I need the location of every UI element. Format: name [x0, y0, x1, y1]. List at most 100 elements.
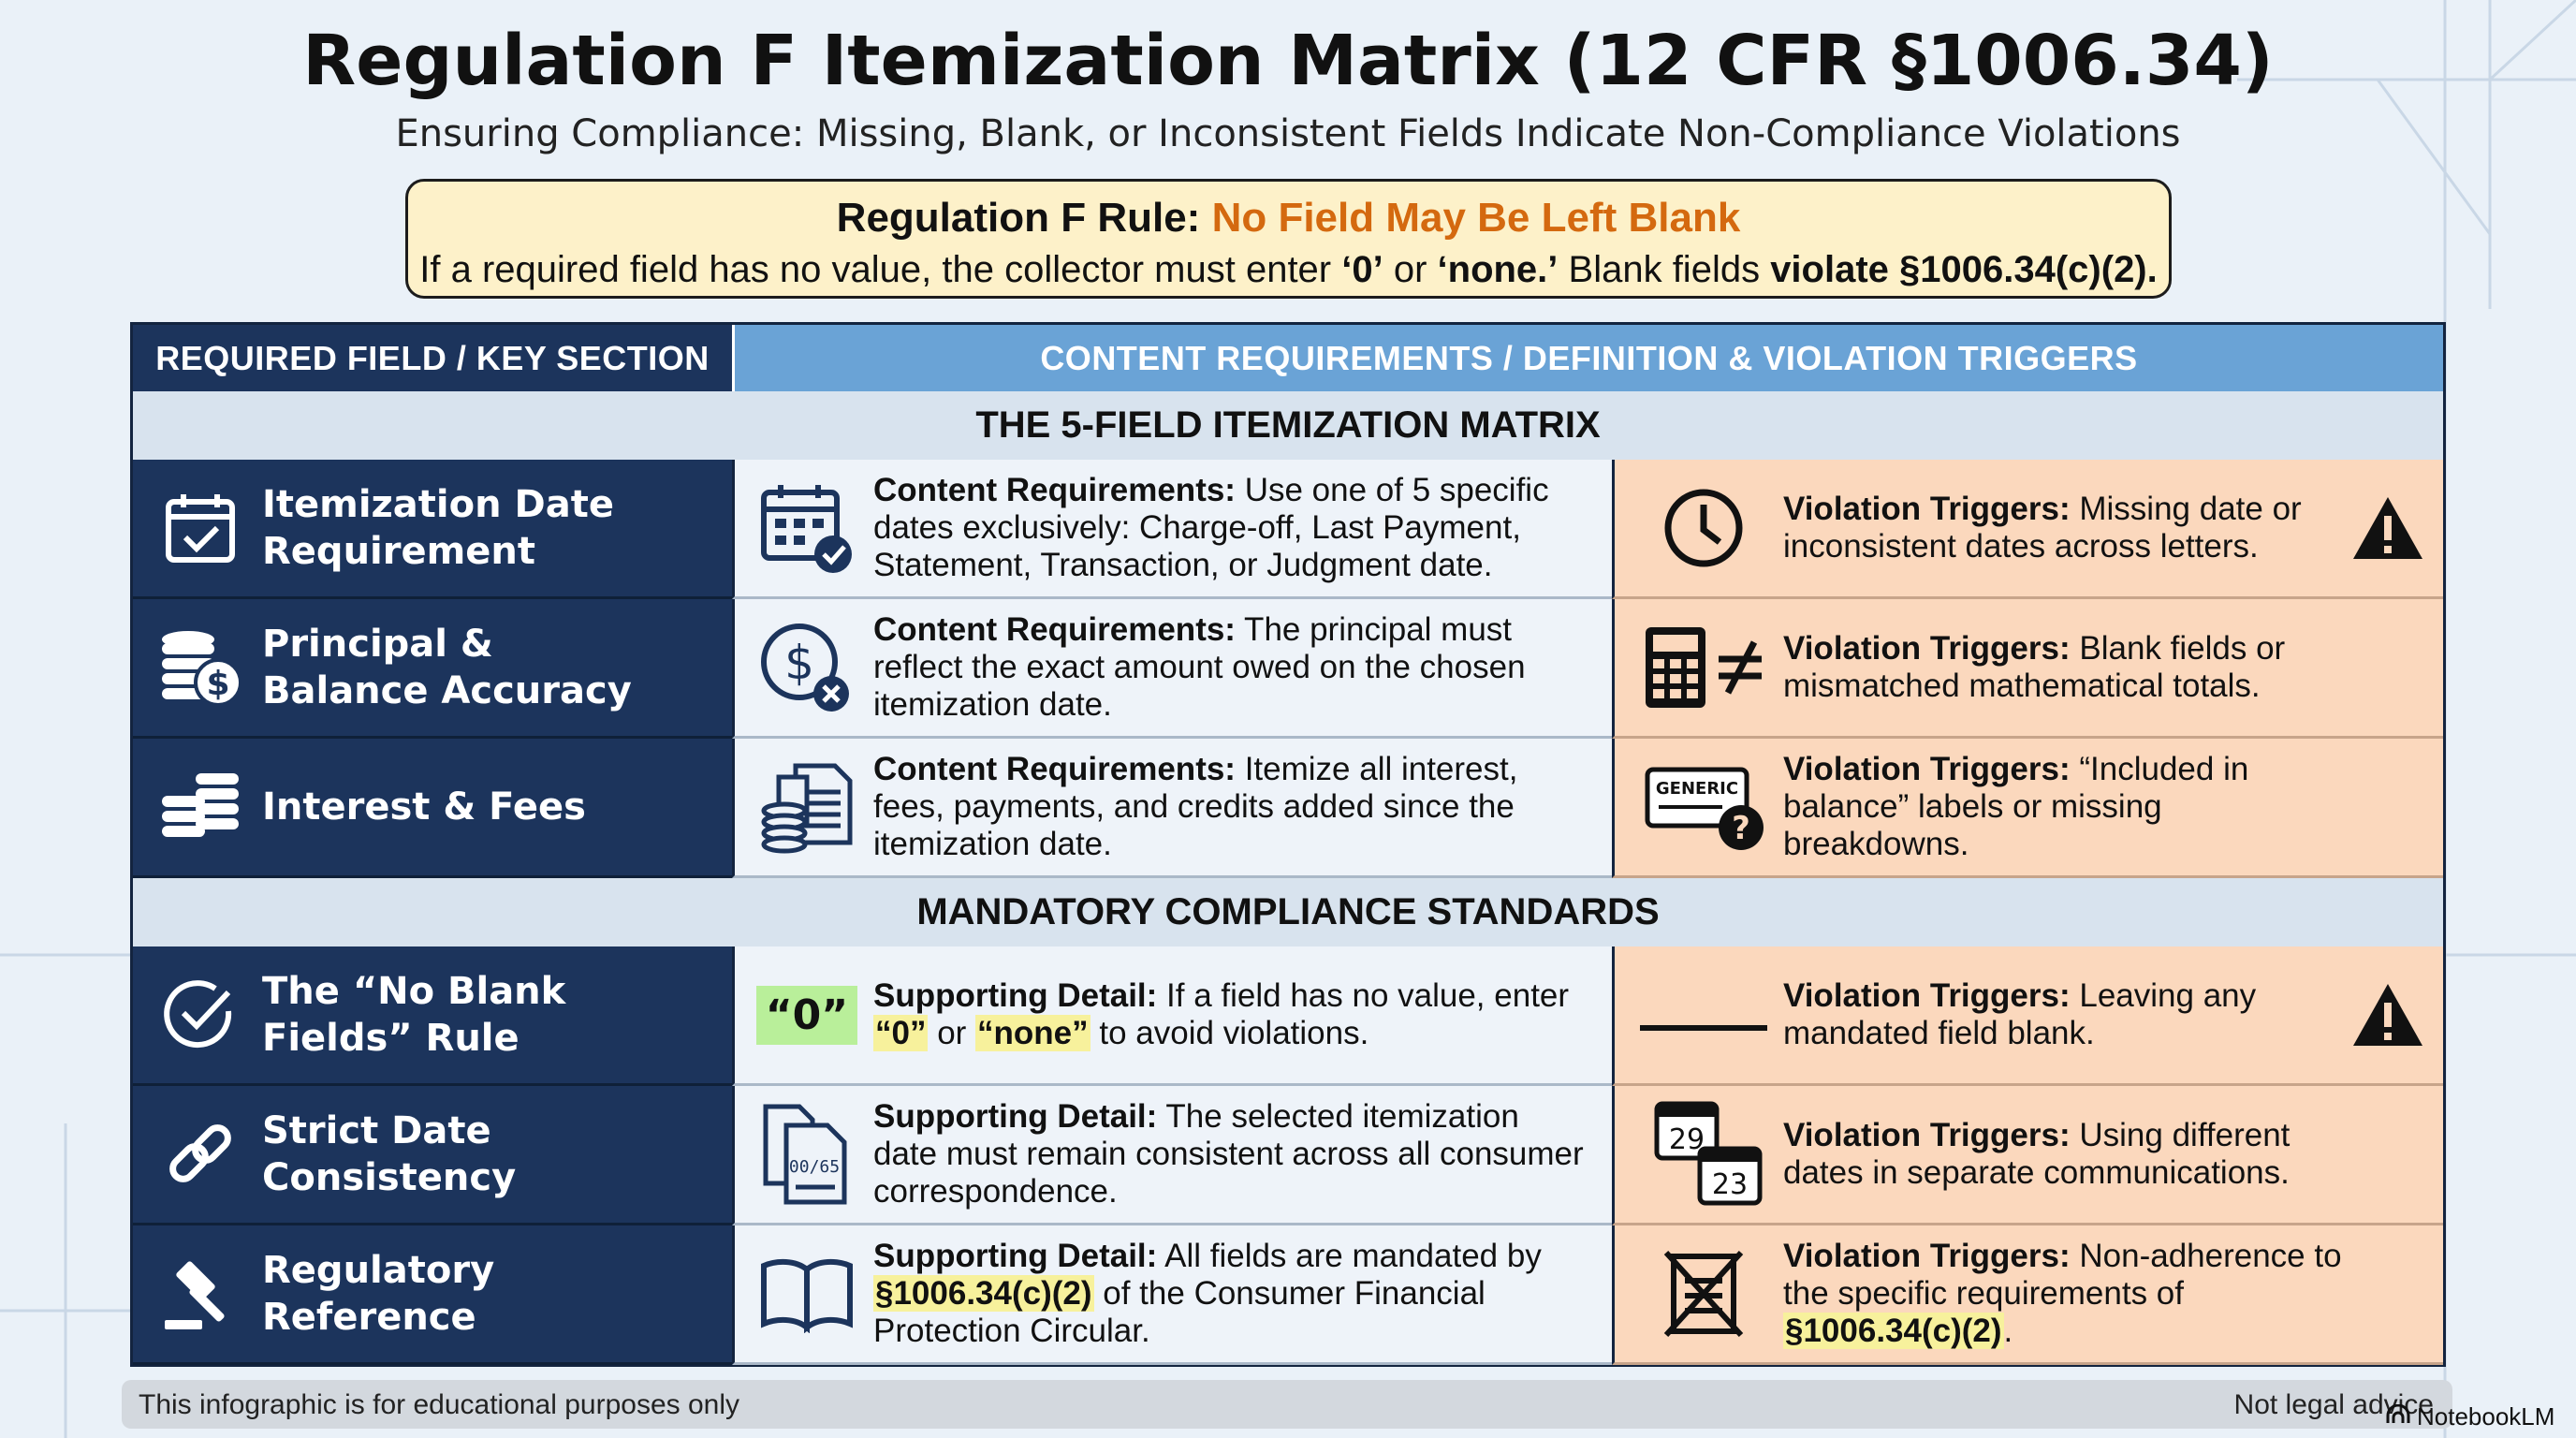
violation-key: Violation Triggers:: [1783, 491, 2071, 527]
calendar-date-2: 23: [1712, 1168, 1748, 1201]
svg-text:$: $: [206, 665, 229, 703]
field-label-line-1: Strict Date: [262, 1109, 491, 1152]
section-five-field-matrix: THE 5-FIELD ITEMIZATION MATRIX: [133, 391, 2443, 460]
field-cell: Strict Date Consistency: [133, 1086, 732, 1225]
violation-key: Violation Triggers:: [1783, 630, 2071, 667]
field-label-line-1: Interest & Fees: [262, 785, 586, 829]
field-label-line-2: Consistency: [262, 1156, 517, 1199]
violation-text: Using different dates in separate commun…: [1783, 1117, 2291, 1191]
requirement-key: Content Requirements:: [873, 751, 1236, 787]
page-subtitle: Ensuring Compliance: Missing, Blank, or …: [395, 112, 2181, 155]
requirement-text-1: If a field has no value, enter: [1157, 977, 1570, 1014]
table-row: Strict Date Consistency 00/65 Supporting …: [133, 1086, 2443, 1225]
rule-violate: violate §1006.34(c)(2).: [1770, 249, 2158, 290]
table-row: Itemization Date Requirement Content Requ…: [133, 460, 2443, 599]
warning-icon: [2351, 495, 2424, 565]
svg-text:$: $: [784, 636, 814, 690]
requirement-cell: $ Content Requirements: The principal mu…: [732, 599, 1612, 739]
svg-text:?: ?: [1732, 810, 1750, 847]
requirement-text-2: to avoid violations.: [1090, 1015, 1369, 1051]
field-label-line-2: Reference: [262, 1296, 476, 1339]
header-required-field: REQUIRED FIELD / KEY SECTION: [133, 325, 732, 391]
violation-cell: GENERIC? Violation Triggers: “Included i…: [1612, 739, 2443, 878]
violation-text: Leaving any mandated field blank.: [1783, 977, 2257, 1051]
violation-cell: 29 23 Violation Triggers: Using different…: [1612, 1086, 2443, 1225]
violation-text-2: .: [2003, 1313, 2013, 1349]
clock-icon: [1633, 486, 1774, 570]
requirement-text: Use one of 5 specific dates exclusively:…: [873, 472, 1549, 583]
violation-key: Violation Triggers:: [1783, 977, 2071, 1014]
requirement-cell: 00/65 Supporting Detail: The selected it…: [732, 1086, 1612, 1225]
table-row: Regulatory Reference Supporting Detail: A…: [133, 1225, 2443, 1365]
document-coins-icon: [755, 760, 858, 854]
table-row: $ Principal & Balance Accuracy $ Content …: [133, 599, 2443, 739]
blank-line-icon: [1633, 996, 1774, 1034]
field-cell: Interest & Fees: [133, 739, 732, 878]
rule-zero: ‘0’: [1341, 249, 1383, 290]
violation-cell: Violation Triggers: Leaving any mandated…: [1612, 946, 2443, 1086]
violation-text: “Included in balance” labels or missing …: [1783, 751, 2249, 862]
field-cell: Itemization Date Requirement: [133, 460, 732, 599]
dollar-x-icon: $: [755, 621, 858, 714]
violation-cell: Violation Triggers: Non-adherence to the…: [1612, 1225, 2443, 1365]
violation-key: Violation Triggers:: [1783, 751, 2071, 787]
requirement-key: Supporting Detail:: [873, 1098, 1158, 1135]
coin-stack-icon: [154, 768, 247, 846]
zero-badge-icon: “0”: [755, 985, 858, 1045]
requirement-text-2: of the Consumer Financial Protection Cir…: [873, 1275, 1486, 1349]
requirement-cell: “0” Supporting Detail: If a field has no…: [732, 946, 1612, 1086]
violation-cell: Violation Triggers: Blank fields or mism…: [1612, 599, 2443, 739]
rule-heading-highlight: No Field May Be Left Blank: [1211, 195, 1741, 241]
requirement-text: The selected itemization date must remai…: [873, 1098, 1584, 1210]
violation-key: Violation Triggers:: [1783, 1238, 2071, 1274]
field-label-line-1: Regulatory: [262, 1249, 495, 1292]
violation-text-1: Non-adherence to the specific requiremen…: [1783, 1238, 2342, 1312]
requirement-cell: Content Requirements: Use one of 5 speci…: [732, 460, 1612, 599]
rule-body: If a required field has no value, the co…: [408, 249, 2169, 291]
footer-bar: This infographic is for educational purp…: [122, 1380, 2452, 1429]
rule-body-text-1: If a required field has no value, the co…: [419, 249, 1342, 290]
requirement-text: The principal must reflect the exact amo…: [873, 611, 1526, 723]
calendar-grid-check-icon: [755, 481, 858, 575]
field-cell: $ Principal & Balance Accuracy: [133, 599, 732, 739]
rule-heading: Regulation F Rule: No Field May Be Left …: [408, 195, 2169, 242]
requirement-key: Content Requirements:: [873, 472, 1236, 508]
page-title: Regulation F Itemization Matrix (12 CFR …: [302, 21, 2274, 101]
rule-or: or: [1383, 249, 1438, 290]
highlight-none: “none”: [975, 1015, 1090, 1051]
coins-dollar-icon: $: [154, 628, 247, 707]
rule-none: ‘none.’: [1437, 249, 1559, 290]
field-label-line-1: Principal &: [262, 623, 493, 666]
disclaimer-educational: This infographic is for educational purp…: [139, 1389, 740, 1420]
requirement-key: Supporting Detail:: [873, 1238, 1158, 1274]
field-cell: Regulatory Reference: [133, 1225, 732, 1365]
crossed-document-icon: [1633, 1247, 1774, 1341]
requirement-text-or: or: [928, 1015, 976, 1051]
circle-check-icon: [154, 977, 247, 1052]
rule-heading-prefix: Regulation F Rule:: [836, 195, 1201, 241]
field-label-line-2: Requirement: [262, 530, 536, 573]
brand-watermark: NotebookLM: [2385, 1402, 2554, 1431]
calculator-not-equal-icon: [1633, 625, 1774, 710]
field-cell: The “No Blank Fields” Rule: [133, 946, 732, 1086]
field-label-line-2: Balance Accuracy: [262, 669, 632, 712]
violation-cell: Violation Triggers: Missing date or inco…: [1612, 460, 2443, 599]
violation-key: Violation Triggers:: [1783, 1117, 2071, 1153]
brand-name: NotebookLM: [2417, 1402, 2555, 1431]
notebooklm-logo-icon: [2385, 1402, 2411, 1431]
field-label-line-1: Itemization Date: [262, 483, 614, 526]
requirement-text-1: All fields are mandated by: [1157, 1238, 1542, 1274]
documents-icon-text: 00/65: [789, 1157, 840, 1177]
requirement-cell: Content Requirements: Itemize all intere…: [732, 739, 1612, 878]
highlight-citation: §1006.34(c)(2): [873, 1275, 1094, 1312]
field-label-line-2: Fields” Rule: [262, 1017, 520, 1060]
header-content-requirements: CONTENT REQUIREMENTS / DEFINITION & VIOL…: [732, 325, 2443, 391]
requirement-key: Supporting Detail:: [873, 977, 1158, 1014]
field-label-line-1: The “No Blank: [262, 970, 566, 1013]
rule-body-text-2: Blank fields: [1558, 249, 1771, 290]
warning-icon: [2351, 982, 2424, 1052]
link-icon: [154, 1117, 247, 1192]
zero-badge: “0”: [755, 985, 858, 1045]
highlight-citation: §1006.34(c)(2): [1783, 1313, 2004, 1349]
violation-text: Blank fields or mismatched mathematical …: [1783, 630, 2286, 704]
